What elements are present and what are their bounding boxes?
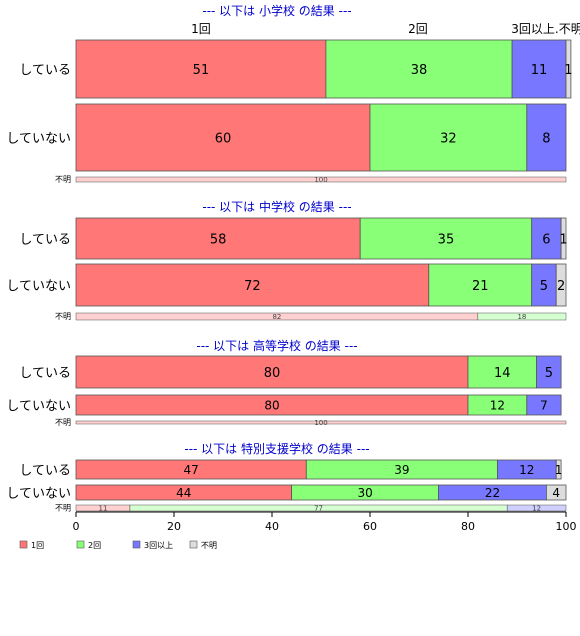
bar-segment bbox=[359, 217, 533, 260]
data-label: 82 bbox=[272, 313, 281, 321]
data-label: 80 bbox=[264, 366, 281, 381]
group-title: --- 以下は 中学校 の結果 --- bbox=[202, 199, 351, 214]
bar-segment bbox=[546, 484, 567, 501]
bar-segment bbox=[75, 103, 371, 172]
legend-label: 不明 bbox=[201, 541, 217, 550]
x-tick-label: 20 bbox=[167, 520, 181, 533]
column-label: 1回 bbox=[191, 22, 211, 36]
data-label: 1 bbox=[559, 232, 567, 247]
bar-segment bbox=[555, 459, 562, 480]
data-label: 39 bbox=[394, 463, 409, 477]
bar-segment bbox=[75, 355, 469, 389]
row-label: していない bbox=[6, 279, 71, 294]
bar-segment bbox=[536, 355, 562, 389]
row-label: 不明 bbox=[55, 504, 71, 513]
data-label: 4 bbox=[552, 486, 560, 500]
data-label: 80 bbox=[264, 399, 279, 413]
column-label: 2回 bbox=[408, 22, 428, 36]
bar-segment bbox=[526, 103, 567, 172]
bar-segment bbox=[560, 217, 567, 260]
x-tick-label: 0 bbox=[73, 520, 80, 533]
row-label: している bbox=[19, 464, 71, 479]
group-title: --- 以下は 小学校 の結果 --- bbox=[202, 3, 351, 18]
data-label: 5 bbox=[545, 366, 553, 381]
row-label: 不明 bbox=[55, 175, 71, 184]
group-title: --- 以下は 高等学校 の結果 --- bbox=[196, 338, 357, 353]
row-label: している bbox=[19, 233, 71, 248]
data-label: 1 bbox=[555, 463, 563, 477]
data-label: 32 bbox=[440, 131, 457, 146]
bar-segment bbox=[75, 176, 567, 183]
data-label: 6 bbox=[542, 232, 550, 247]
column-label: 3回以上.不明 bbox=[511, 22, 580, 36]
row-label: していない bbox=[6, 132, 71, 147]
bar-segment bbox=[325, 39, 513, 99]
data-label: 11 bbox=[531, 63, 548, 78]
row-label: 不明 bbox=[55, 312, 71, 321]
data-label: 51 bbox=[193, 63, 210, 78]
legend-label: 1回 bbox=[31, 541, 44, 550]
data-label: 58 bbox=[210, 232, 227, 247]
data-label: 12 bbox=[519, 463, 534, 477]
data-label: 2 bbox=[557, 279, 565, 294]
legend-label: 3回以上 bbox=[144, 541, 173, 550]
legend-label: 2回 bbox=[88, 541, 101, 550]
data-label: 8 bbox=[542, 131, 550, 146]
x-tick-label: 60 bbox=[363, 520, 377, 533]
row-label: していない bbox=[6, 399, 71, 414]
data-label: 1 bbox=[564, 63, 572, 78]
row-label: している bbox=[19, 63, 71, 78]
legend-swatch bbox=[19, 540, 28, 549]
bar-segment bbox=[506, 504, 567, 512]
row-label: 不明 bbox=[55, 418, 71, 427]
bar-segment bbox=[369, 103, 528, 172]
bar-segment bbox=[555, 263, 567, 307]
bar-segment bbox=[75, 39, 327, 99]
row-label: していない bbox=[6, 487, 71, 502]
data-label: 77 bbox=[314, 505, 323, 513]
data-label: 18 bbox=[517, 313, 526, 321]
x-tick-label: 80 bbox=[461, 520, 475, 533]
data-label: 21 bbox=[472, 279, 489, 294]
data-label: 22 bbox=[485, 486, 500, 500]
data-label: 44 bbox=[176, 486, 191, 500]
data-label: 11 bbox=[98, 505, 107, 513]
legend-swatch bbox=[132, 540, 141, 549]
bar-segment bbox=[75, 217, 361, 260]
data-label: 12 bbox=[490, 399, 505, 413]
bar-segment bbox=[477, 312, 567, 321]
data-label: 100 bbox=[314, 176, 327, 184]
data-label: 100 bbox=[314, 419, 327, 427]
bar-segment bbox=[75, 420, 567, 425]
legend-swatch bbox=[189, 540, 198, 549]
data-label: 30 bbox=[357, 486, 372, 500]
bar-segment bbox=[75, 263, 430, 307]
x-tick-label: 40 bbox=[265, 520, 279, 533]
data-label: 12 bbox=[532, 505, 541, 513]
bar-segment bbox=[467, 355, 537, 389]
bar-segment bbox=[565, 39, 572, 99]
data-label: 35 bbox=[438, 232, 455, 247]
data-label: 14 bbox=[494, 366, 511, 381]
row-label: している bbox=[19, 366, 71, 381]
bar-segment bbox=[526, 394, 562, 416]
data-label: 38 bbox=[411, 63, 428, 78]
data-label: 72 bbox=[244, 279, 261, 294]
bar-segment bbox=[511, 39, 567, 99]
data-label: 47 bbox=[184, 463, 199, 477]
bar-segment bbox=[428, 263, 533, 307]
data-label: 60 bbox=[215, 131, 232, 146]
x-tick-label: 100 bbox=[556, 520, 577, 533]
group-title: --- 以下は 特別支援学校 の結果 --- bbox=[184, 441, 369, 456]
data-label: 5 bbox=[540, 279, 548, 294]
legend-swatch bbox=[76, 540, 85, 549]
data-label: 7 bbox=[540, 399, 548, 413]
bar-segment bbox=[531, 217, 562, 260]
